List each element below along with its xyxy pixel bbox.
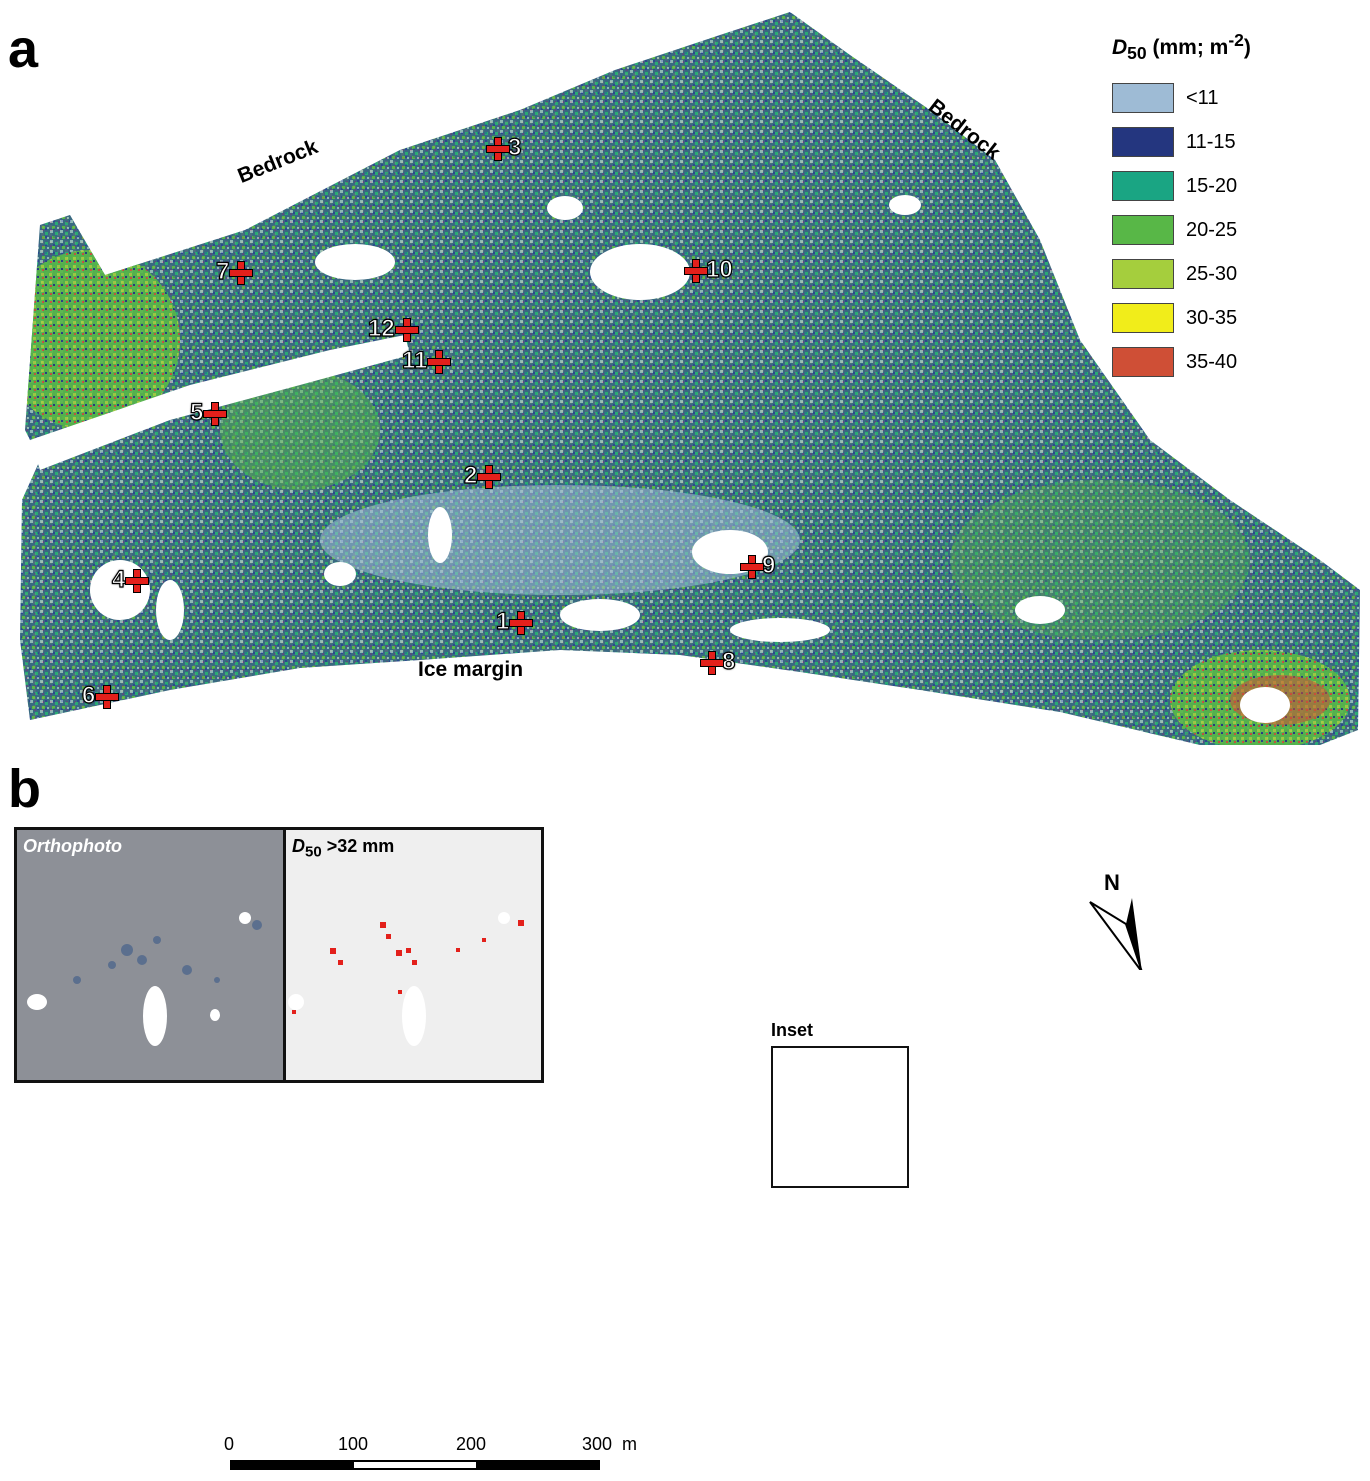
site-cross-icon [740,555,764,579]
legend-swatch [1112,171,1174,202]
scale-bar-segments [230,1460,600,1470]
inset-panel: Orthophoto D50 >32 mm [14,827,544,1083]
site-marker-5: 5 [189,398,228,427]
legend-swatch [1112,215,1174,246]
inset-location-label: Inset [771,1020,814,1040]
site-marker-7: 7 [215,257,254,286]
site-marker-12: 12 [367,314,419,343]
inset-location-box [771,1046,909,1188]
site-cross-icon [700,651,724,675]
legend-swatch [1112,259,1174,290]
site-cross-icon [509,611,534,635]
legend-row: 30-35 [1112,296,1362,340]
scale-tick-0: 0 [224,1434,235,1454]
d50-legend: D50 (mm; m-2) <11 11-15 15-20 20-25 25-30 30-… [1112,30,1362,384]
legend-label: 20-25 [1186,218,1238,241]
site-cross-icon [427,350,452,374]
site-cross-icon [125,569,150,593]
legend-label: 11-15 [1186,130,1236,153]
d50-threshold-caption: D50 >32 mm [292,836,395,861]
panel-b-letter: b [8,759,41,819]
legend-label: 30-35 [1186,306,1238,329]
site-marker-11: 11 [401,346,452,375]
site-marker-4: 4 [111,565,150,594]
legend-row: 20-25 [1112,208,1362,252]
legend-row: <11 [1112,76,1362,120]
legend-swatch [1112,347,1174,378]
site-marker-1: 1 [495,607,534,636]
legend-swatch [1112,127,1174,158]
site-cross-icon [95,685,120,709]
orthophoto-caption: Orthophoto [23,836,122,856]
orthophoto-image [17,830,283,1080]
scale-tick-100: 100 [338,1434,369,1454]
site-cross-icon [486,137,510,161]
ice-margin-label: Ice margin [418,658,524,681]
site-cross-icon [229,261,254,285]
site-marker-8: 8 [700,647,736,676]
legend-row: 11-15 [1112,120,1362,164]
legend-label: 25-30 [1186,262,1238,285]
legend-swatch [1112,303,1174,334]
scale-unit: m [622,1434,637,1454]
site-cross-icon [394,318,419,342]
scale-tick-300: 300 [582,1434,613,1454]
legend-label: 15-20 [1186,174,1238,197]
legend-row: 15-20 [1112,164,1362,208]
legend-row: 25-30 [1112,252,1362,296]
site-marker-2: 2 [463,461,502,490]
north-arrow: N [1082,870,1152,970]
orthophoto-inset: Orthophoto [17,830,286,1080]
legend-label: <11 [1186,86,1219,109]
site-cross-icon [203,402,228,426]
scale-tick-200: 200 [456,1434,487,1454]
d50-threshold-inset: D50 >32 mm [286,830,541,1080]
site-marker-3: 3 [486,133,522,162]
legend-row: 35-40 [1112,340,1362,384]
site-marker-9: 9 [740,551,776,580]
d50-threshold-image [286,830,541,1080]
legend-swatch [1112,83,1174,114]
legend-label: 35-40 [1186,350,1238,373]
panel-a-letter: a [8,19,39,79]
legend-title: D50 (mm; m-2) [1112,30,1251,64]
site-cross-icon [477,465,502,489]
north-arrow-icon [1089,898,1143,970]
site-cross-icon [684,259,708,283]
site-marker-10: 10 [684,255,733,284]
site-marker-6: 6 [81,681,120,710]
north-label: N [1104,870,1120,895]
d50-classified-map [20,12,1360,745]
